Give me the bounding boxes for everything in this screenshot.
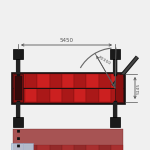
Bar [111,88,123,102]
Bar [50,88,62,102]
Bar [99,145,111,150]
Bar [86,145,99,150]
Bar [25,145,38,150]
Bar [62,145,74,150]
Bar [13,117,23,127]
Bar [99,74,111,88]
Bar [38,145,50,150]
Bar [25,88,38,102]
Bar [13,74,25,88]
Bar [110,117,120,127]
Bar [50,145,62,150]
Bar [110,49,120,59]
Bar [15,76,22,100]
Bar [38,88,50,102]
Text: R2350: R2350 [97,55,111,66]
Text: 5450: 5450 [60,39,74,44]
Bar [13,88,25,102]
Bar [11,72,125,104]
Bar [74,145,86,150]
Bar [13,129,123,150]
Text: 5145: 5145 [137,82,141,94]
Bar [38,74,50,88]
Bar [86,74,99,88]
Bar [99,88,111,102]
Bar [13,74,123,102]
Bar [74,88,86,102]
Bar [74,74,86,88]
Bar [111,145,123,150]
Bar [13,145,25,150]
Bar [11,143,33,150]
Bar [50,74,62,88]
Bar [25,74,38,88]
Bar [62,74,74,88]
Bar [111,74,123,88]
Bar [13,74,23,102]
Bar [115,74,123,102]
Bar [13,49,23,59]
Bar [86,88,99,102]
Bar [62,88,74,102]
